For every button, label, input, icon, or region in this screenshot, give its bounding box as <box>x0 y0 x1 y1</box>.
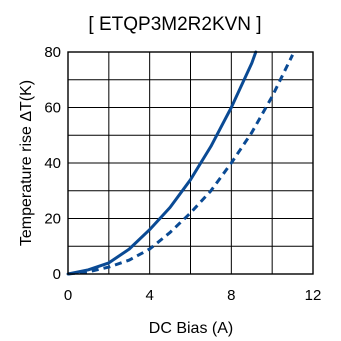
y-tick-label: 40 <box>44 155 61 172</box>
x-tick-label: 8 <box>227 287 235 304</box>
y-tick-label: 60 <box>44 100 61 117</box>
series-layer <box>66 50 294 276</box>
x-tick-label: 0 <box>64 287 72 304</box>
x-tick-label: 12 <box>305 287 322 304</box>
series-line-solid <box>66 50 258 276</box>
grid <box>68 52 313 274</box>
x-tick-labels: 0 4 8 12 <box>64 287 322 304</box>
y-tick-label: 80 <box>44 44 61 61</box>
y-tick-label: 20 <box>44 211 61 228</box>
x-tick-label: 4 <box>145 287 153 304</box>
plot-frame <box>67 51 314 275</box>
y-tick-labels: 0 20 40 60 80 <box>44 44 61 283</box>
chart-title: [ ETQP3M2R2KVN ] <box>88 14 261 35</box>
x-axis-label: DC Bias (A) <box>149 320 233 337</box>
y-tick-label: 0 <box>53 266 61 283</box>
y-axis-label: Temperature rise ΔT(K) <box>18 80 35 246</box>
series-line-dashed <box>67 54 294 276</box>
